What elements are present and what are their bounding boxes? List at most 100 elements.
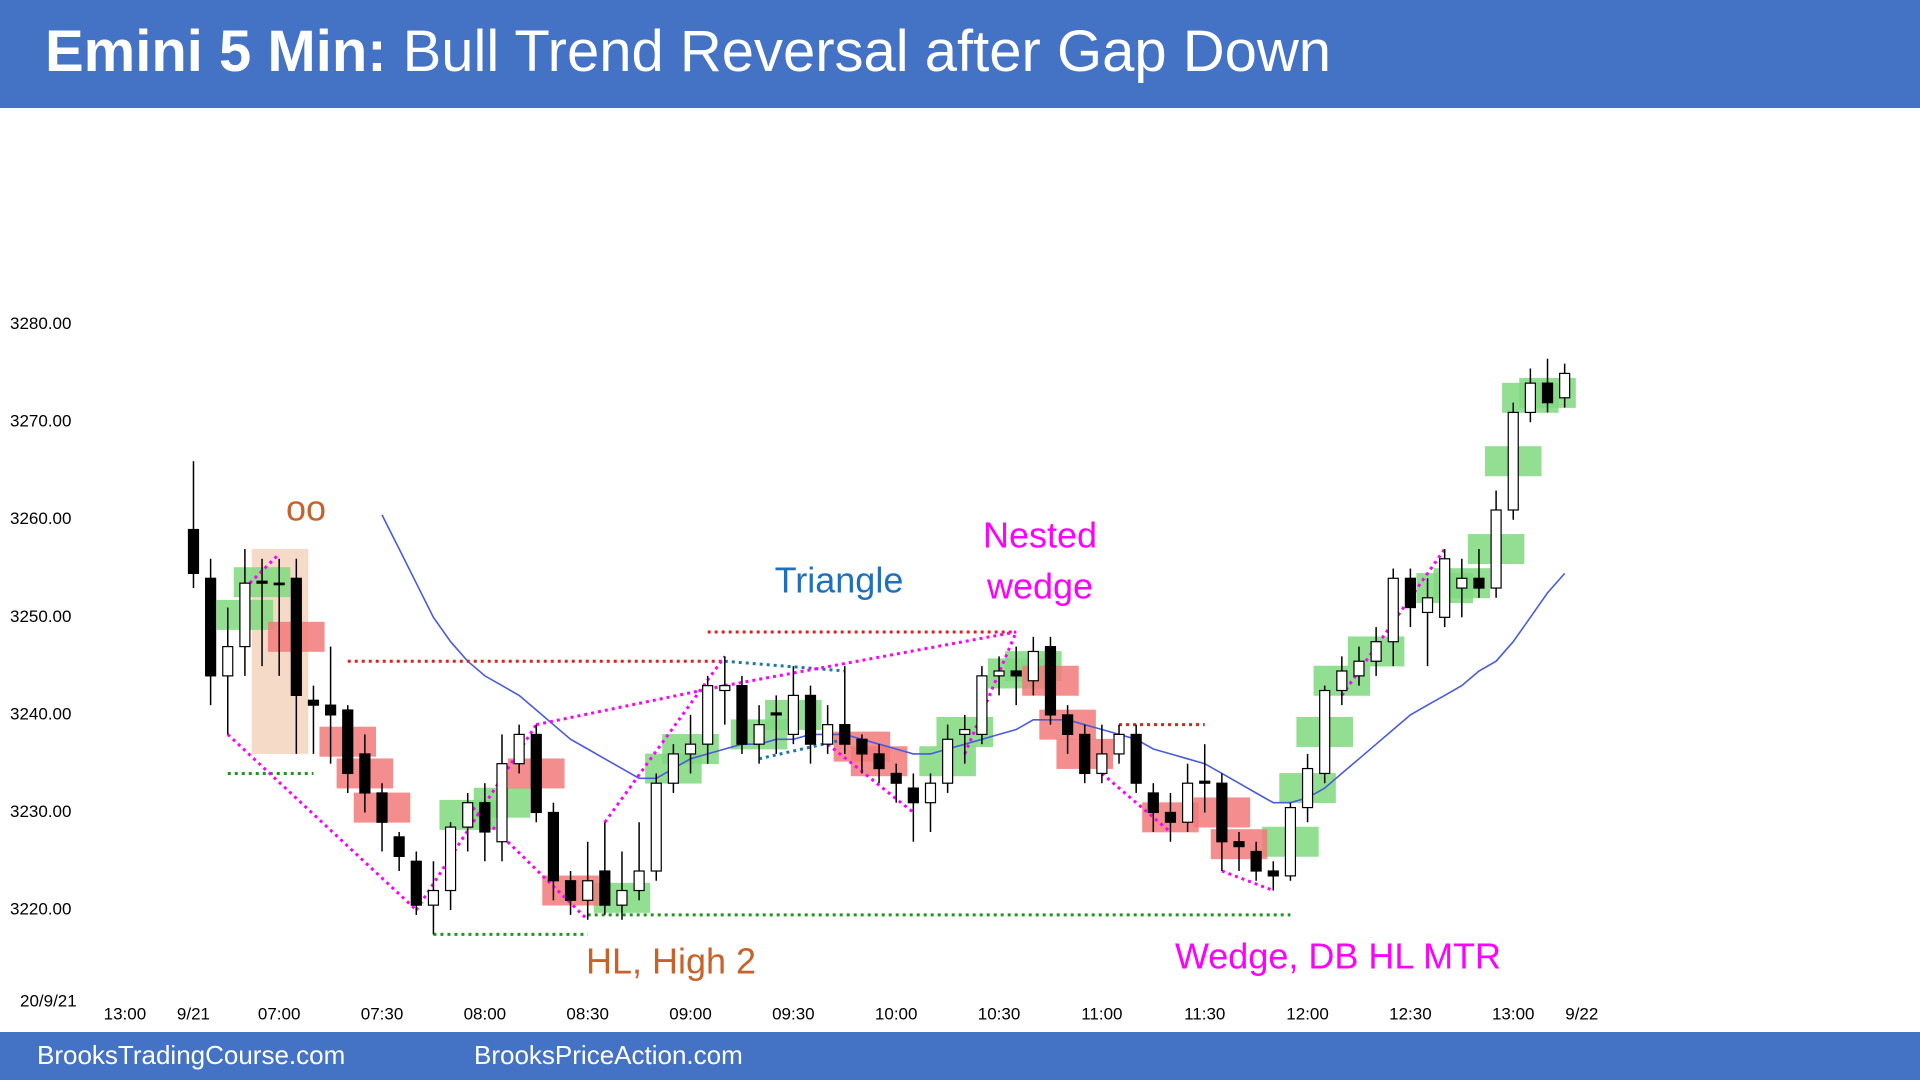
annotation: Triangle: [775, 560, 904, 601]
candle-body: [1233, 841, 1245, 848]
candle-body: [873, 753, 885, 770]
annotation-line: [1100, 772, 1172, 834]
candle-body: [924, 782, 937, 804]
x-tick-label: 9/22: [1565, 1004, 1598, 1023]
annotation-line: [1221, 869, 1274, 892]
candle-body: [1456, 577, 1468, 589]
candle-body: [839, 724, 851, 745]
candle-body: [599, 870, 611, 906]
candle-body: [462, 802, 474, 828]
candle-body: [1301, 767, 1314, 809]
candle-body: [890, 772, 902, 784]
annotation: HL, High 2: [586, 941, 756, 982]
candle-body: [1421, 597, 1434, 614]
candle-body: [1404, 577, 1417, 609]
candle-body: [770, 712, 782, 716]
plot-area: 3220.00 3230.00 3240.00 3250.00 3260.00 3270.…: [10, 314, 1598, 1023]
x-tick-label: 12:00: [1286, 1004, 1329, 1023]
candle-body: [976, 675, 988, 736]
annotation-line: [603, 655, 727, 824]
candle-body: [993, 670, 1005, 677]
y-tick-label: 3270.00: [10, 412, 71, 431]
annotation-line: [243, 552, 281, 590]
annotation-line: [724, 630, 1017, 688]
candle-body: [1164, 811, 1177, 823]
candle-body: [1130, 733, 1142, 784]
candle-body: [256, 580, 268, 584]
annotation-line: [963, 631, 1018, 755]
candle-body: [650, 782, 662, 872]
candle-body: [616, 889, 628, 906]
candle-body: [444, 826, 457, 892]
footer-text: BrooksPriceAction.com: [474, 1040, 743, 1070]
candle-body: [342, 709, 354, 775]
candle-body: [427, 889, 440, 906]
x-tick-label: 13:00: [1492, 1004, 1535, 1023]
candle-body: [1319, 689, 1331, 775]
candle-body: [959, 728, 971, 736]
candle-body: [359, 753, 371, 794]
candle-body: [1387, 577, 1399, 643]
candle-body: [804, 694, 817, 745]
candle-body: [410, 860, 422, 906]
y-tick-label: 3230.00: [10, 802, 71, 821]
annotation: Nested: [983, 515, 1097, 556]
candle-body: [376, 792, 388, 823]
annotation-line: [758, 737, 846, 761]
candle-body: [564, 880, 577, 901]
annotation-line: [826, 742, 915, 814]
annotation-line: [724, 659, 845, 673]
y-tick-label: 3240.00: [10, 704, 71, 723]
candle-body: [1044, 645, 1057, 716]
candle-body: [273, 582, 285, 586]
y-tick-label: 3280.00: [10, 314, 71, 333]
x-tick-label: 07:00: [258, 1004, 301, 1023]
candle-body: [1353, 660, 1365, 677]
y-tick-label: 3250.00: [10, 607, 71, 626]
x-tick-label: 07:30: [361, 1004, 404, 1023]
candle-body: [1096, 753, 1108, 775]
annotation: Wedge, DB HL MTR: [1175, 936, 1501, 977]
candle-body: [324, 704, 337, 716]
x-tick-label: 11:00: [1081, 1004, 1122, 1023]
candle-body: [1027, 650, 1039, 682]
moving-average: [381, 514, 1566, 804]
annotation: oo: [286, 488, 326, 529]
candle-body: [1267, 870, 1279, 877]
footer-text: BrooksTradingCourse.com: [37, 1040, 345, 1070]
candle-body: [1147, 792, 1159, 814]
x-tick-label: 12:30: [1389, 1004, 1432, 1023]
x-tick-label: 13:00: [104, 1004, 147, 1023]
candle-body: [239, 582, 251, 648]
header-bar: [0, 0, 1920, 108]
candle-body: [787, 694, 799, 736]
candle-body: [1370, 641, 1382, 662]
candle-body: [290, 577, 302, 696]
candle-body: [1062, 714, 1074, 736]
candle-body: [307, 699, 320, 706]
candle-body: [1113, 733, 1125, 755]
candle-body: [513, 733, 525, 765]
x-tick-label: 09:30: [772, 1004, 815, 1023]
candle-body: [702, 685, 714, 745]
title-label: Emini 5 Min:: [45, 19, 387, 84]
candle-body: [719, 685, 731, 692]
candle-body: [736, 685, 748, 745]
candle-body: [753, 724, 765, 745]
candle-body: [684, 743, 697, 755]
candle-body: [222, 645, 234, 677]
candle-body: [479, 802, 491, 833]
y-tick-label: 3220.00: [10, 900, 71, 919]
candle-body: [667, 753, 679, 784]
candle-body: [856, 738, 868, 755]
candle-body: [942, 738, 954, 784]
candle-body: [1490, 509, 1502, 589]
title: Emini 5 Min: Bull Trend Reversal after Ga…: [45, 19, 1331, 84]
annotation: wedge: [986, 566, 1093, 607]
candle-body: [1541, 382, 1554, 404]
candle-body: [1336, 670, 1348, 692]
candle-body: [205, 577, 217, 677]
candle-body: [187, 528, 200, 575]
candle-body: [1010, 670, 1022, 677]
